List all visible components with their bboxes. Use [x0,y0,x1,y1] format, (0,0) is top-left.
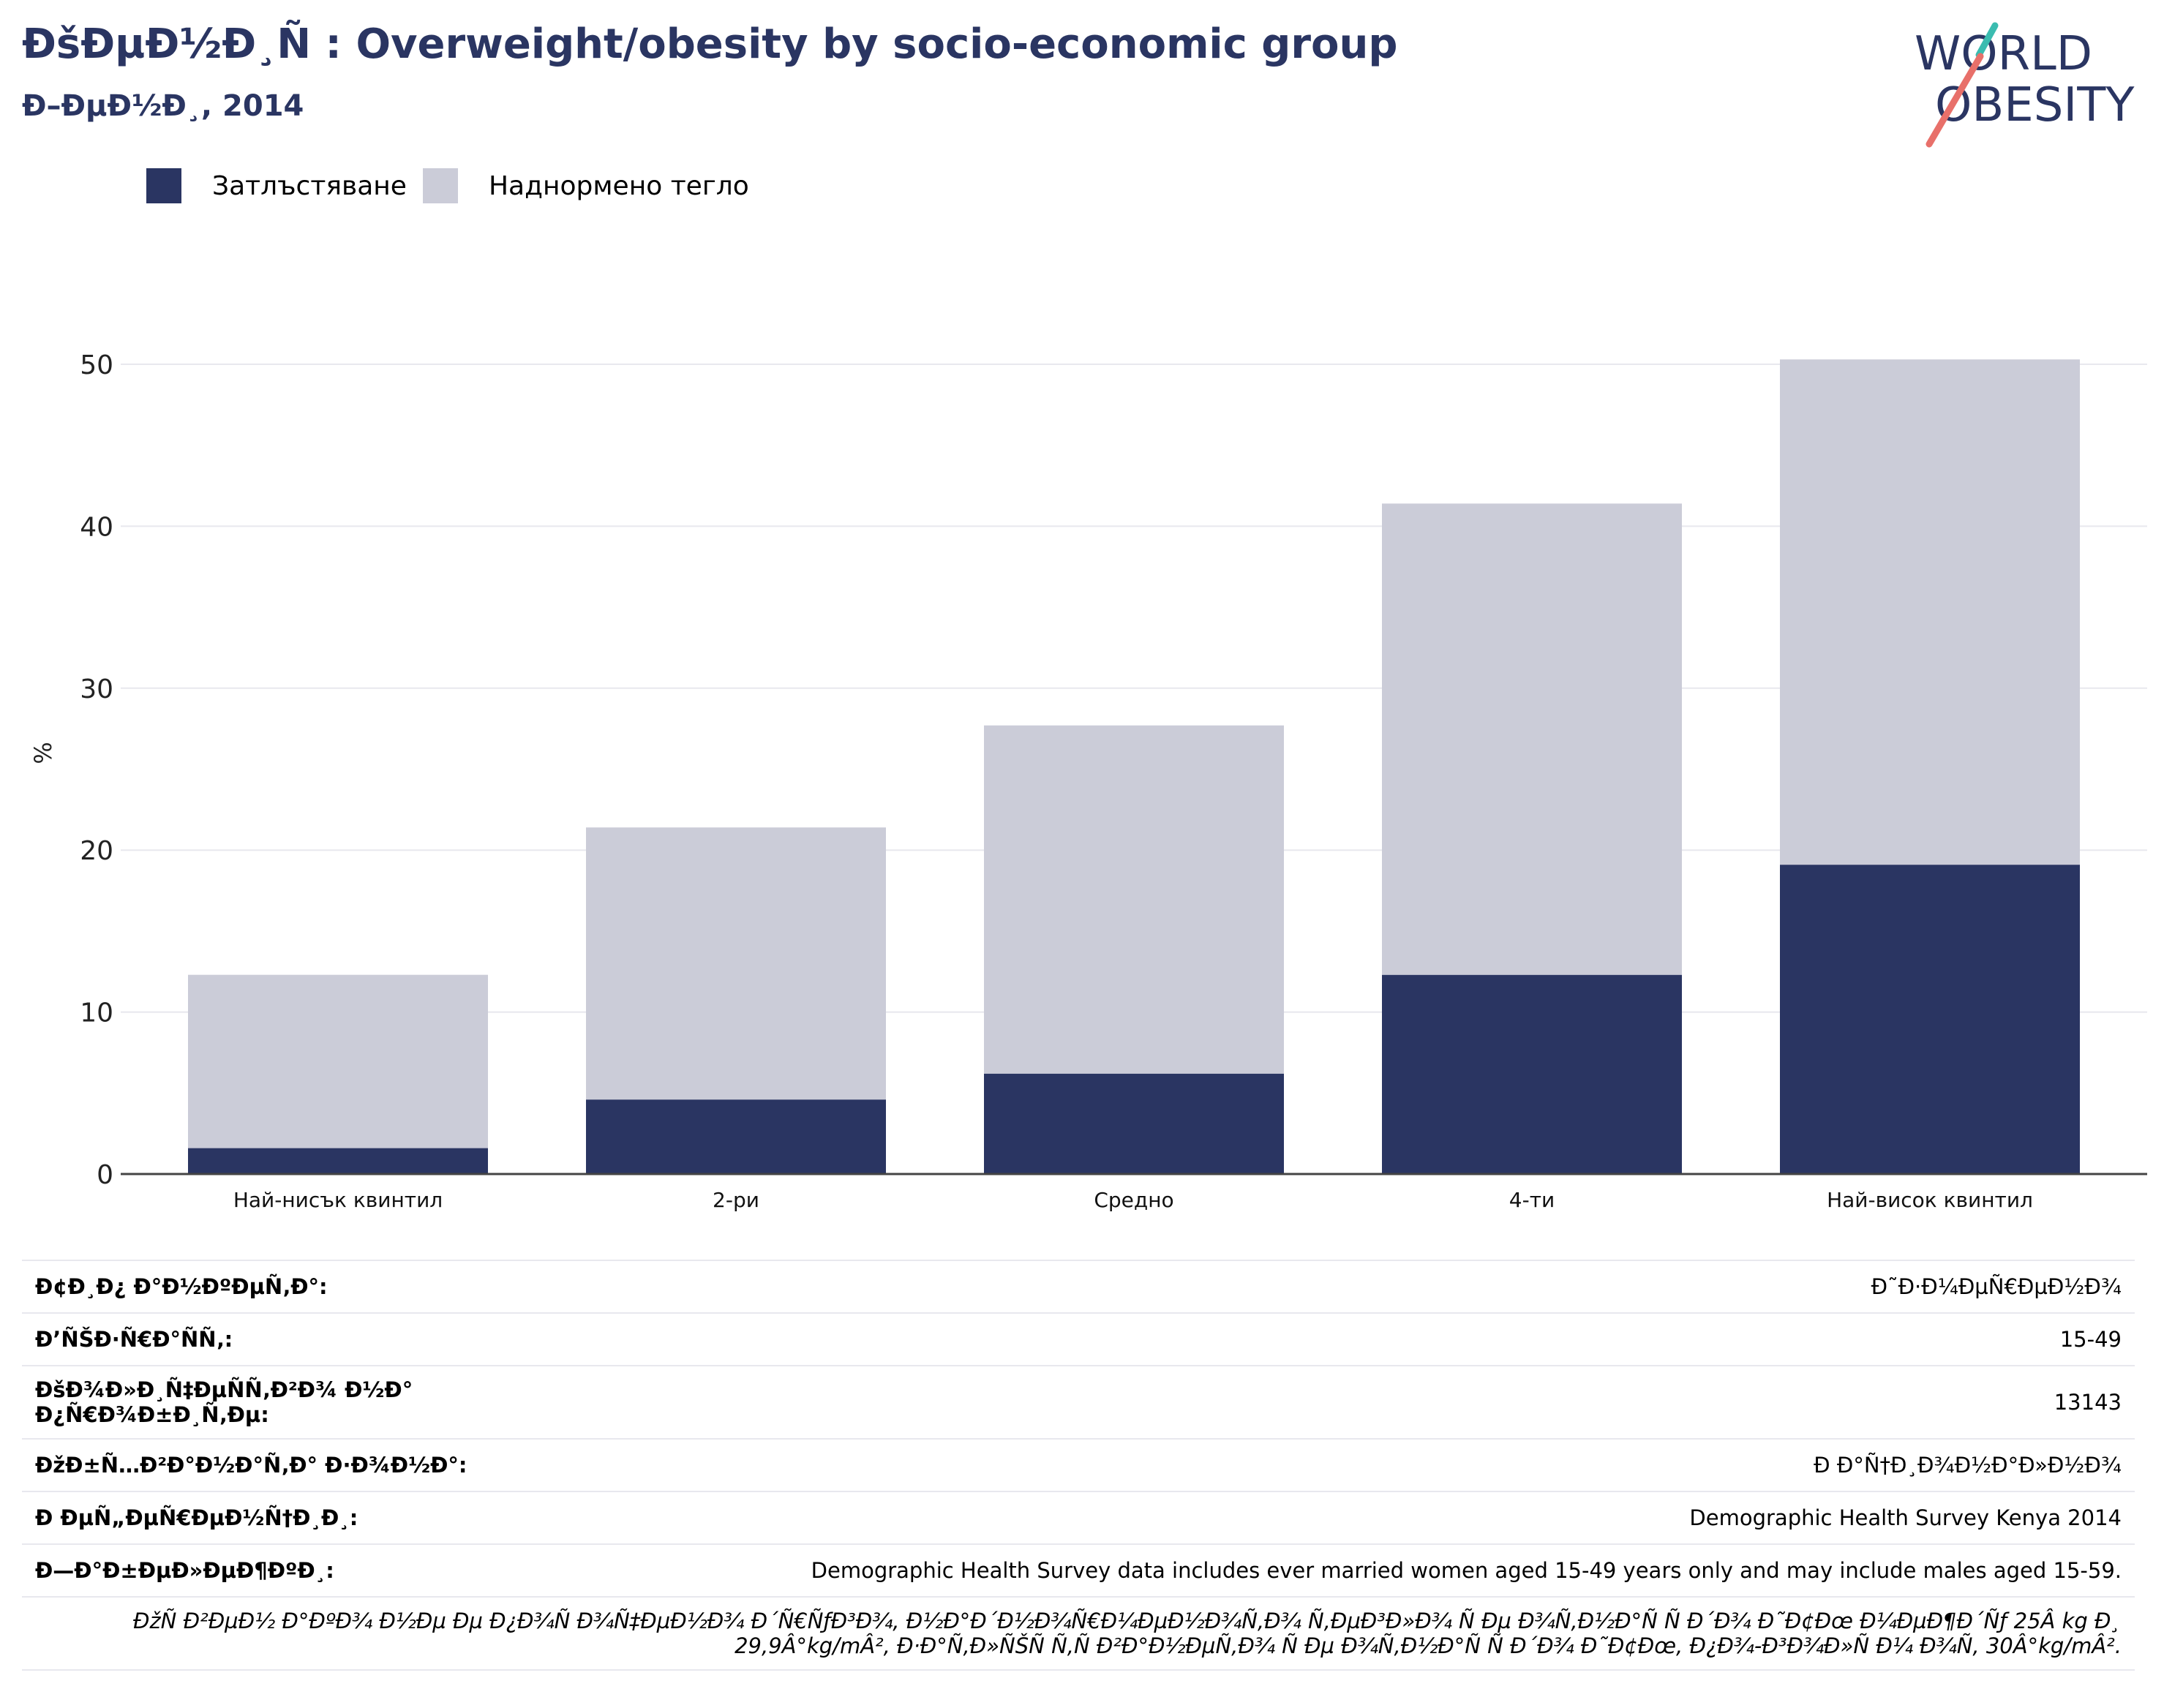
y-tick-label: 20 [80,836,113,866]
info-key: Ð¢Ð¸Ð¿ Ð°Ð½ÐºÐµÑ‚Ð°: [22,1260,502,1313]
info-key: Ð ÐµÑ„ÐµÑ€ÐµÐ½Ñ†Ð¸Ð¸: [22,1491,502,1544]
y-tick-label: 40 [80,512,113,542]
info-row-footnote: ÐžÑ Ð²ÐµÐ½ Ð°ÐºÐ¾ Ð½Ðµ Ðµ Ð¿Ð¾Ñ Ð¾Ñ‡ÐµÐ½… [22,1596,2135,1671]
bar-overweight [586,827,886,1100]
bar-obesity [586,1099,886,1174]
legend-label-obesity: Затлъстяване [212,170,407,201]
info-key: ÐšÐ¾Ð»Ð¸Ñ‡ÐµÑÑ‚Ð²Ð¾ Ð½Ð° Ð¿Ñ€Ð¾Ð±Ð¸Ñ‚Ðµ: [22,1365,502,1439]
info-value: Demographic Health Survey data includes … [502,1543,2135,1597]
footnote: ÐžÑ Ð²ÐµÐ½ Ð°ÐºÐ¾ Ð½Ðµ Ðµ Ð¿Ð¾Ñ Ð¾Ñ‡ÐµÐ½… [22,1596,2135,1671]
info-value: 15-49 [502,1312,2135,1366]
info-row: Ð—Ð°Ð±ÐµÐ»ÐµÐ¶ÐºÐ¸: Demographic Health Su… [22,1543,2135,1597]
x-tick-label: Средно [1094,1188,1173,1212]
y-tick-label: 50 [80,350,113,380]
info-key: Ð—Ð°Ð±ÐµÐ»ÐµÐ¶ÐºÐ¸: [22,1543,502,1597]
info-row: Ð¢Ð¸Ð¿ Ð°Ð½ÐºÐµÑ‚Ð°: Ð˜Ð·Ð¼ÐµÑ€ÐµÐ½Ð¾ [22,1260,2135,1313]
bar-overweight [188,974,488,1148]
info-row: ÐžÐ±Ñ…Ð²Ð°Ð½Ð°Ñ‚Ð° Ð·Ð¾Ð½Ð°: Ð Ð°Ñ†Ð¸Ð¾Ð½… [22,1438,2135,1491]
info-value: Ð Ð°Ñ†Ð¸Ð¾Ð½Ð°Ð»Ð½Ð¾ [502,1438,2135,1491]
legend-item-obesity: Затлъстяване [146,168,407,203]
world-obesity-logo: WORLD OBESITY [1915,22,2135,148]
x-tick-label: 4-ти [1509,1188,1555,1212]
y-axis-label: % [29,742,57,764]
x-tick-label: Най-нисък квинтил [233,1188,443,1212]
info-row: ÐšÐ¾Ð»Ð¸Ñ‡ÐµÑÑ‚Ð²Ð¾ Ð½Ð° Ð¿Ñ€Ð¾Ð±Ð¸Ñ‚Ðµ:… [22,1365,2135,1439]
chart-legend: Затлъстяване Наднормено тегло [146,168,765,203]
info-row: Ð’ÑŠÐ·Ñ€Ð°ÑÑ‚: 15-49 [22,1312,2135,1366]
legend-swatch-obesity [146,168,181,203]
logo-slash-teal [1975,22,1999,59]
bar-obesity [984,1073,1284,1174]
info-key: Ð’ÑŠÐ·Ñ€Ð°ÑÑ‚: [22,1312,502,1366]
legend-swatch-overweight [422,168,458,203]
logo-word-obesity: OBESITY [1935,78,2135,132]
bar-obesity [1382,974,1682,1174]
logo-word-world: WORLD [1915,27,2092,81]
info-row: Ð ÐµÑ„ÐµÑ€ÐµÐ½Ñ†Ð¸Ð¸: Demographic Health … [22,1491,2135,1544]
survey-info-table: Ð¢Ð¸Ð¿ Ð°Ð½ÐºÐµÑ‚Ð°: Ð˜Ð·Ð¼ÐµÑ€ÐµÐ½Ð¾ Ð’ÑŠ… [22,1260,2135,1671]
info-value: 13143 [502,1365,2135,1439]
legend-item-overweight: Наднормено тегло [422,168,749,203]
y-tick-label: 0 [97,1160,113,1190]
info-value: Demographic Health Survey Kenya 2014 [502,1491,2135,1544]
chart-subtitle: Ð–ÐµÐ½Ð¸, 2014 [22,89,304,123]
bar-chart: 0 10 20 30 40 50% Най-нисък квинтил 2-ри Средно 4… [29,350,2147,1212]
info-key: ÐžÐ±Ñ…Ð²Ð°Ð½Ð°Ñ‚Ð° Ð·Ð¾Ð½Ð°: [22,1438,502,1491]
chart-title: ÐšÐµÐ½Ð¸Ñ : Overweight/obesity by socio-… [22,20,1398,68]
legend-label-overweight: Наднормено тегло [488,170,749,201]
info-value: Ð˜Ð·Ð¼ÐµÑ€ÐµÐ½Ð¾ [502,1260,2135,1313]
bar-obesity [1780,865,2080,1174]
x-tick-label: Най-висок квинтил [1827,1188,2033,1212]
bar-overweight [1780,359,2080,865]
y-tick-label: 10 [80,998,113,1028]
y-tick-label: 30 [80,674,113,704]
logo-slash-red [1926,53,1984,148]
bar-obesity [188,1148,488,1174]
bar-overweight [1382,503,1682,975]
bar-overweight [984,725,1284,1074]
x-tick-label: 2-ри [713,1188,759,1212]
